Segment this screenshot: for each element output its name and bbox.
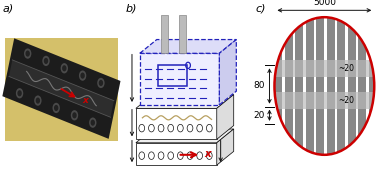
Circle shape xyxy=(168,124,174,132)
Circle shape xyxy=(25,50,30,57)
Bar xyxy=(316,60,324,77)
Circle shape xyxy=(89,117,96,128)
Bar xyxy=(337,60,345,77)
Polygon shape xyxy=(219,40,236,105)
Bar xyxy=(306,92,314,109)
Circle shape xyxy=(71,110,78,120)
Bar xyxy=(358,17,366,155)
Circle shape xyxy=(139,152,145,159)
Circle shape xyxy=(91,120,95,126)
Circle shape xyxy=(178,124,183,132)
Text: a): a) xyxy=(3,3,14,13)
Circle shape xyxy=(99,80,103,86)
Bar xyxy=(358,92,366,109)
Bar xyxy=(316,17,324,155)
Circle shape xyxy=(42,56,50,66)
Bar xyxy=(136,143,217,165)
Text: x: x xyxy=(83,96,88,105)
Bar xyxy=(274,60,374,77)
Circle shape xyxy=(54,105,58,111)
Bar xyxy=(327,60,335,77)
Bar xyxy=(337,92,345,109)
Bar xyxy=(296,92,303,109)
Text: 80: 80 xyxy=(253,82,265,90)
Polygon shape xyxy=(2,38,121,139)
Circle shape xyxy=(16,88,23,98)
Bar xyxy=(348,17,356,155)
Circle shape xyxy=(79,71,86,81)
Bar xyxy=(369,92,376,109)
Circle shape xyxy=(34,95,42,106)
Polygon shape xyxy=(136,129,234,143)
Bar xyxy=(158,65,187,86)
Circle shape xyxy=(44,58,48,64)
Circle shape xyxy=(187,152,193,159)
Bar xyxy=(274,17,282,155)
Bar xyxy=(369,17,376,155)
Text: 5000: 5000 xyxy=(313,0,336,7)
Circle shape xyxy=(62,65,67,71)
Bar xyxy=(348,92,356,109)
Bar xyxy=(306,17,314,155)
Text: ~20: ~20 xyxy=(338,96,354,105)
Circle shape xyxy=(36,98,40,104)
Circle shape xyxy=(206,152,212,159)
Bar xyxy=(179,15,186,53)
Circle shape xyxy=(187,124,193,132)
Circle shape xyxy=(149,124,154,132)
Bar xyxy=(140,53,219,105)
Bar xyxy=(285,60,293,77)
Bar xyxy=(337,17,345,155)
Polygon shape xyxy=(217,129,234,165)
Text: x: x xyxy=(204,149,211,159)
Circle shape xyxy=(197,152,203,159)
Bar xyxy=(327,92,335,109)
Circle shape xyxy=(206,124,212,132)
Bar xyxy=(274,92,374,109)
Bar xyxy=(136,108,217,139)
Circle shape xyxy=(97,78,105,88)
Bar xyxy=(316,92,324,109)
Bar xyxy=(358,60,366,77)
Circle shape xyxy=(17,90,22,96)
Bar xyxy=(327,17,335,155)
Polygon shape xyxy=(9,60,114,117)
Polygon shape xyxy=(217,95,234,139)
Circle shape xyxy=(72,112,77,118)
Text: ~20: ~20 xyxy=(338,64,354,73)
Circle shape xyxy=(158,152,164,159)
Bar xyxy=(306,60,314,77)
Circle shape xyxy=(81,73,85,79)
Circle shape xyxy=(139,124,145,132)
Circle shape xyxy=(178,152,183,159)
Text: b): b) xyxy=(125,3,137,13)
Circle shape xyxy=(60,63,68,73)
Text: c): c) xyxy=(256,3,266,13)
Circle shape xyxy=(274,17,374,155)
Circle shape xyxy=(158,124,164,132)
Circle shape xyxy=(197,124,203,132)
Bar xyxy=(296,60,303,77)
Bar xyxy=(5,38,118,141)
Bar xyxy=(274,92,282,109)
Text: 20: 20 xyxy=(253,111,265,120)
Bar xyxy=(285,92,293,109)
Circle shape xyxy=(24,48,31,59)
Bar xyxy=(274,60,282,77)
Bar xyxy=(348,60,356,77)
Circle shape xyxy=(53,103,60,113)
Polygon shape xyxy=(140,40,236,53)
Bar xyxy=(369,60,376,77)
Bar xyxy=(161,15,168,53)
Circle shape xyxy=(168,152,174,159)
Bar xyxy=(285,17,293,155)
Polygon shape xyxy=(136,95,234,108)
Bar xyxy=(296,17,303,155)
Circle shape xyxy=(149,152,154,159)
